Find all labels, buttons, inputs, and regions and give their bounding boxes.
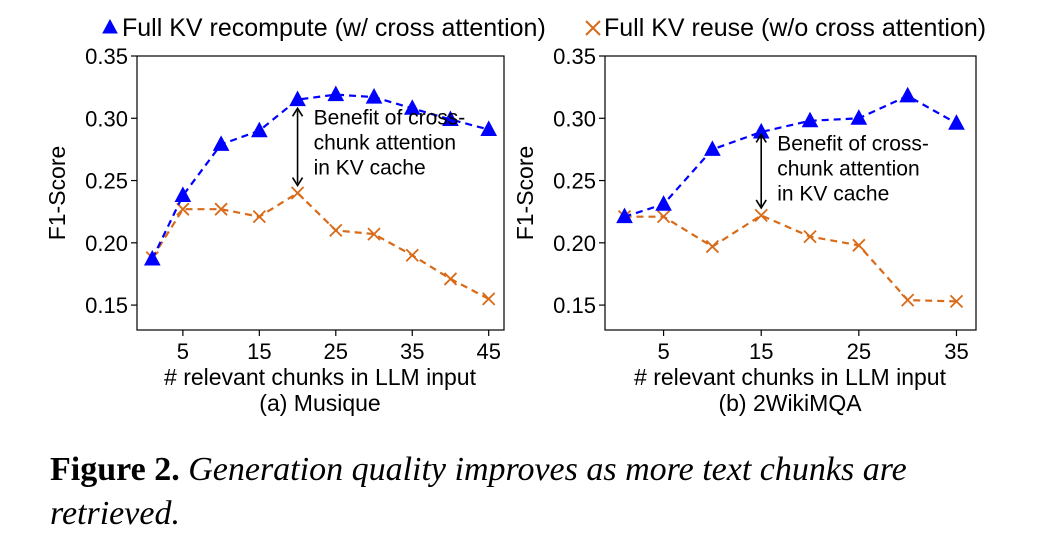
annotation-arrow-head-bottom xyxy=(755,199,767,210)
data-point-reuse xyxy=(852,238,866,252)
data-point-recompute xyxy=(174,186,192,202)
caption-label: Figure 2. xyxy=(50,451,180,488)
legend-marker-reuse xyxy=(585,20,601,36)
y-tick-label: 0.30 xyxy=(85,106,128,131)
data-point-reuse xyxy=(252,210,266,224)
x-axis-label: # relevant chunks in LLM input xyxy=(634,364,947,390)
data-point-recompute xyxy=(442,110,459,127)
y-tick-label: 0.20 xyxy=(85,231,128,256)
annotation-arrow-head-bottom xyxy=(291,177,304,188)
series-line-recompute xyxy=(624,94,958,218)
legend: Full KV recompute (w/ cross attention) Fu… xyxy=(102,14,986,42)
data-point-recompute xyxy=(801,111,819,128)
y-tick-label: 0.20 xyxy=(553,231,596,256)
data-point-recompute xyxy=(899,86,916,103)
figure: Full KV recompute (w/ cross attention) Fu… xyxy=(44,14,986,416)
x-tick-label: 35 xyxy=(400,339,424,364)
data-point-reuse xyxy=(482,292,496,306)
panel-musique: 0.15 0.20 0.25 0.30 0.35 5 15 25 35 45# relevant … xyxy=(44,44,505,416)
panel-label: (a) Musique xyxy=(259,390,380,416)
data-point-reuse xyxy=(367,227,381,241)
x-tick-label: 5 xyxy=(657,339,669,364)
x-axis-label: # relevant chunks in LLM input xyxy=(164,364,477,390)
data-point-recompute xyxy=(143,249,161,266)
y-tick-label: 0.15 xyxy=(553,293,596,318)
y-axis-label: F1-Score xyxy=(512,146,538,241)
figure-caption: Figure 2. Generation quality improves as… xyxy=(50,448,1040,536)
data-point-reuse xyxy=(949,294,964,308)
series-line-recompute xyxy=(151,93,489,260)
x-tick-label: 15 xyxy=(247,339,271,364)
data-point-recompute xyxy=(616,207,633,224)
panel-2wikimqa: 0.15 0.20 0.25 0.30 0.35 5 15 25 35# relevant ch… xyxy=(512,44,977,416)
data-point-recompute xyxy=(289,90,306,107)
x-tick-label: 15 xyxy=(749,339,773,364)
y-tick-label: 0.25 xyxy=(85,169,128,194)
data-point-reuse xyxy=(329,223,343,238)
y-tick-label: 0.30 xyxy=(553,106,596,131)
annotation-text: chunk attention xyxy=(314,131,456,154)
data-point-reuse xyxy=(901,293,915,307)
data-point-recompute xyxy=(948,114,965,130)
annotation-arrow-head-top xyxy=(755,132,767,143)
y-tick-label: 0.15 xyxy=(85,293,128,318)
series-line-reuse xyxy=(151,191,490,300)
data-point-recompute xyxy=(704,140,721,156)
legend-label-recompute: Full KV recompute (w/ cross attention) xyxy=(122,14,546,42)
legend-marker-recompute xyxy=(102,18,118,34)
annotation-text: Benefit of cross- xyxy=(777,132,929,155)
annotation-text: Benefit of cross- xyxy=(314,106,466,129)
caption-text: Generation quality improves as more text… xyxy=(50,451,907,532)
y-tick-label: 0.35 xyxy=(85,44,128,69)
annotation-arrow-head-top xyxy=(291,106,304,117)
data-point-reuse xyxy=(803,229,817,244)
data-point-reuse xyxy=(405,248,419,262)
x-tick-label: 25 xyxy=(847,339,871,364)
data-point-recompute xyxy=(480,120,498,136)
data-point-recompute xyxy=(212,135,230,151)
data-point-reuse xyxy=(290,186,305,200)
x-tick-label: 5 xyxy=(177,339,189,364)
x-tick-label: 45 xyxy=(476,339,500,364)
data-point-reuse xyxy=(705,239,720,254)
data-point-recompute xyxy=(850,109,868,125)
y-tick-label: 0.25 xyxy=(553,169,596,194)
axes-frame xyxy=(136,55,505,331)
data-point-reuse xyxy=(656,210,671,224)
series-line-reuse xyxy=(624,214,957,303)
annotation-text: in KV cache xyxy=(777,182,889,205)
data-point-recompute xyxy=(250,121,268,138)
panel-label: (b) 2WikiMQA xyxy=(718,390,862,416)
annotation-text: in KV cache xyxy=(314,156,426,179)
y-tick-label: 0.35 xyxy=(553,44,596,69)
legend-label-reuse: Full KV reuse (w/o cross attention) xyxy=(604,14,986,42)
data-point-reuse xyxy=(754,208,768,223)
data-point-reuse xyxy=(443,272,458,286)
x-tick-label: 25 xyxy=(324,339,348,364)
y-axis-label: F1-Score xyxy=(44,146,70,241)
data-point-recompute xyxy=(403,99,421,115)
annotation-text: chunk attention xyxy=(777,157,919,180)
x-tick-label: 35 xyxy=(944,339,968,364)
data-point-recompute xyxy=(365,88,383,104)
data-point-recompute xyxy=(327,85,345,102)
data-point-reuse xyxy=(214,202,228,216)
axes-frame xyxy=(604,55,977,331)
data-point-recompute xyxy=(655,195,672,211)
